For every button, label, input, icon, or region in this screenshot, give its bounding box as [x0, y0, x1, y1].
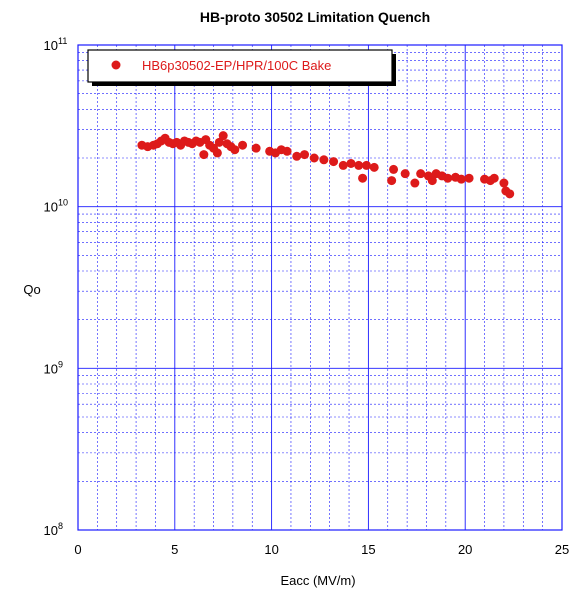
grid	[78, 45, 562, 530]
x-axis-ticks: 0 5 10 15 20 25	[74, 542, 569, 557]
data-point	[214, 137, 224, 147]
x-axis-label: Eacc (MV/m)	[280, 573, 355, 588]
x-tick-label: 20	[458, 542, 472, 557]
data-points	[137, 131, 515, 199]
data-point	[346, 158, 356, 168]
y-axis-label: Qo	[23, 282, 40, 297]
data-point	[199, 150, 209, 160]
x-tick-label: 0	[74, 542, 81, 557]
data-point	[389, 164, 399, 174]
data-point	[499, 178, 509, 188]
data-point	[319, 155, 329, 165]
data-point	[358, 173, 368, 183]
data-point	[300, 150, 310, 160]
data-point	[443, 173, 453, 183]
y-tick-exponent: 8	[58, 521, 63, 531]
y-tick-exponent: 10	[58, 198, 68, 208]
y-tick-exponent: 9	[58, 359, 63, 369]
data-point	[361, 160, 371, 170]
data-point	[282, 146, 292, 156]
y-tick-label: 10	[44, 38, 58, 53]
data-point	[218, 131, 228, 141]
data-point	[464, 173, 474, 183]
x-tick-label: 25	[555, 542, 569, 557]
data-point	[230, 145, 240, 155]
data-point	[292, 151, 302, 161]
data-point	[338, 160, 348, 170]
y-tick-label: 10	[44, 361, 58, 376]
x-tick-label: 10	[264, 542, 278, 557]
y-tick-label: 10	[44, 200, 58, 215]
data-point	[329, 157, 339, 167]
data-point	[354, 160, 364, 170]
data-point	[400, 169, 410, 179]
data-point	[427, 176, 437, 186]
data-point	[309, 153, 319, 163]
y-tick-label: 10	[44, 523, 58, 538]
data-point	[238, 140, 248, 150]
plot-frame	[77, 44, 563, 531]
data-point	[387, 176, 397, 186]
legend-label: HB6p30502-EP/HPR/100C Bake	[142, 58, 331, 73]
legend: HB6p30502-EP/HPR/100C Bake	[87, 49, 396, 86]
data-point	[505, 189, 515, 199]
legend-marker	[111, 60, 121, 70]
data-point	[212, 148, 222, 158]
data-point	[489, 173, 499, 183]
x-tick-label: 15	[361, 542, 375, 557]
x-tick-label: 5	[171, 542, 178, 557]
chart-title: HB-proto 30502 Limitation Quench	[200, 9, 430, 25]
data-point	[416, 169, 426, 179]
legend-box	[87, 49, 393, 83]
data-point	[369, 162, 379, 172]
y-tick-exponent: 11	[58, 36, 67, 46]
data-point	[251, 143, 261, 153]
data-point	[456, 174, 466, 184]
data-point	[410, 178, 420, 188]
